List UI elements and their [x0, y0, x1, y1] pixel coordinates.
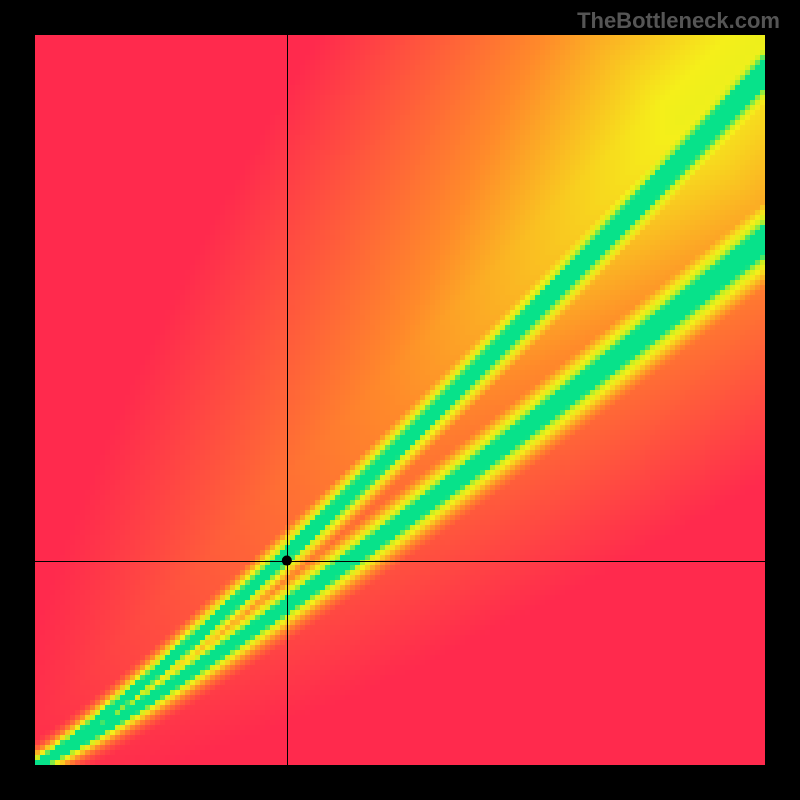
- bottleneck-heatmap: [0, 0, 800, 800]
- watermark-text: TheBottleneck.com: [577, 8, 780, 34]
- chart-container: { "watermark": { "text": "TheBottleneck.…: [0, 0, 800, 800]
